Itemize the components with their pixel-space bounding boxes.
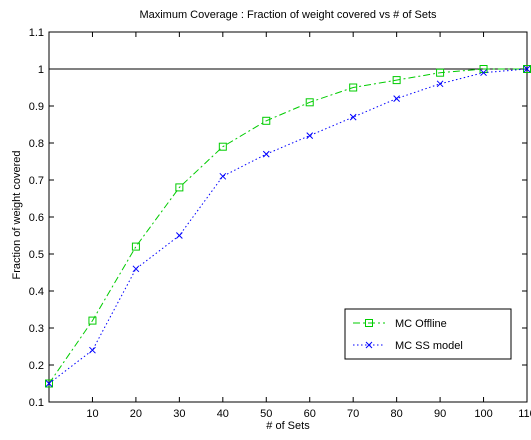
x-axis-label: # of Sets — [266, 420, 310, 432]
data-point-0 — [218, 142, 227, 151]
chart-title: Maximum Coverage : Fraction of weight co… — [139, 9, 437, 21]
data-point-1 — [176, 232, 183, 239]
data-point-0 — [175, 183, 184, 192]
data-point-1 — [306, 132, 314, 139]
y-tick-label: 0.2 — [29, 360, 44, 372]
y-tick-label: 0.8 — [29, 138, 44, 150]
legend-box — [344, 308, 512, 360]
data-point-1 — [349, 113, 357, 121]
legend-label: MC Offline — [395, 318, 447, 330]
x-tick-label: 40 — [217, 408, 229, 420]
y-tick-label: 0.3 — [29, 323, 44, 335]
x-tick-label: 110 — [518, 408, 531, 420]
data-point-1 — [219, 172, 227, 180]
x-tick-label: 60 — [304, 408, 316, 420]
y-tick-label: 1.1 — [29, 27, 44, 39]
data-point-0 — [262, 116, 271, 125]
x-tick-label: 100 — [474, 408, 492, 420]
legend-label: MC SS model — [395, 340, 463, 352]
data-point-1 — [436, 80, 444, 88]
x-tick-label: 20 — [130, 408, 142, 420]
x-tick-label: 70 — [347, 408, 359, 420]
y-tick-label: 0.9 — [29, 101, 44, 113]
data-point-1 — [89, 346, 96, 354]
data-point-1 — [262, 150, 270, 158]
data-point-1 — [393, 95, 400, 102]
y-tick-label: 0.5 — [29, 249, 44, 261]
y-tick-label: 0.4 — [29, 286, 44, 298]
x-tick-label: 50 — [260, 408, 272, 420]
data-point-1 — [523, 65, 531, 73]
data-point-0 — [436, 68, 445, 77]
y-tick-label: 0.7 — [29, 175, 44, 187]
x-tick-label: 30 — [173, 408, 185, 420]
data-point-0 — [349, 83, 358, 92]
data-point-0 — [45, 379, 53, 388]
legend-swatch-marker — [365, 319, 373, 327]
data-point-0 — [305, 98, 314, 107]
x-tick-label: 80 — [391, 408, 403, 420]
data-point-1 — [45, 380, 53, 387]
x-tick-label: 10 — [86, 408, 98, 420]
data-point-1 — [132, 265, 140, 273]
data-point-0 — [392, 76, 401, 85]
y-tick-label: 1 — [38, 64, 44, 76]
data-point-0 — [88, 316, 97, 325]
legend: MC Offline MC SS model — [344, 308, 512, 360]
data-point-0 — [131, 242, 140, 251]
legend-swatch-marker — [365, 341, 373, 349]
y-tick-label: 0.1 — [29, 397, 44, 409]
y-axis-label: Fraction of weight covered — [11, 150, 23, 279]
x-tick-label: 90 — [434, 408, 446, 420]
data-point-1 — [480, 69, 487, 77]
y-tick-label: 0.6 — [29, 212, 44, 224]
